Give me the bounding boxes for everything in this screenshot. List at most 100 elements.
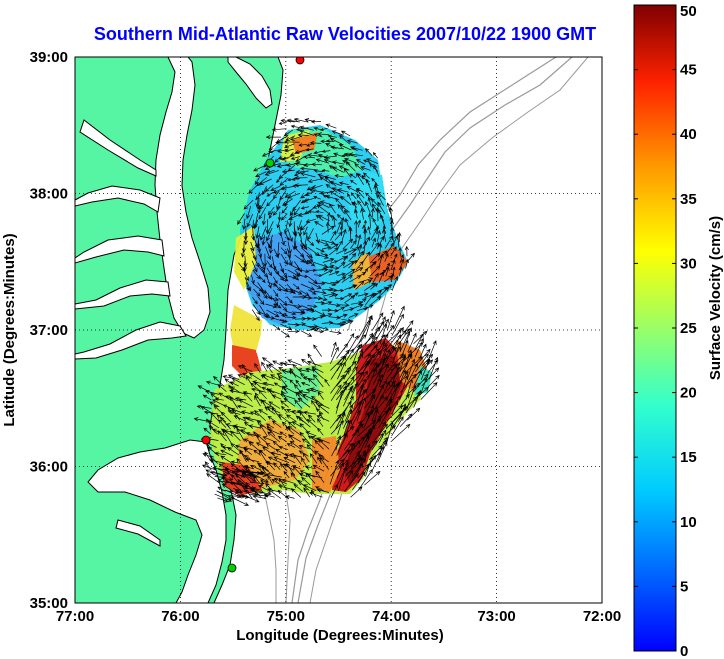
velocity-arrow	[260, 226, 267, 241]
velocity-arrow	[301, 394, 318, 402]
velocity-arrow	[303, 155, 315, 160]
velocity-arrow	[287, 241, 292, 255]
velocity-arrow	[364, 282, 376, 291]
velocity-arrow	[230, 460, 240, 464]
velocity-arrow	[303, 410, 316, 415]
velocity-arrow	[245, 457, 260, 463]
velocity-arrow	[318, 438, 330, 450]
velocity-arrow	[229, 389, 245, 394]
velocity-arrow	[265, 303, 278, 309]
colorbar-tick-label: 20	[680, 385, 697, 402]
velocity-arrow	[264, 184, 274, 193]
velocity-arrow	[273, 289, 279, 298]
velocity-arrow	[204, 389, 220, 395]
velocity-arrow	[206, 473, 220, 484]
bathymetry-contour-3	[309, 57, 589, 603]
velocity-arrow	[325, 221, 330, 233]
velocity-arrow	[399, 353, 407, 372]
velocity-arrow	[372, 384, 384, 408]
velocity-arrow	[376, 229, 381, 242]
velocity-arrow	[258, 389, 267, 400]
velocity-arrow	[358, 243, 363, 257]
velocity-arrow	[321, 149, 331, 153]
velocity-arrow	[298, 473, 308, 478]
velocity-arrow	[371, 177, 378, 185]
velocity-arrow	[200, 405, 213, 414]
velocity-arrow	[271, 394, 282, 400]
velocity-arrow	[266, 267, 272, 277]
velocity-arrow	[350, 409, 361, 429]
velocity-arrow	[294, 183, 308, 188]
velocity-arrow	[336, 220, 342, 234]
velocity-arrow	[271, 406, 282, 421]
velocity-arrow	[287, 304, 303, 309]
velocity-arrow	[196, 404, 212, 409]
velocity-arrow	[328, 270, 340, 276]
velocity-arrow	[379, 269, 387, 275]
velocity-arrow	[391, 416, 404, 437]
velocity-arrow	[317, 404, 330, 414]
velocity-arrow	[370, 260, 376, 269]
velocity-arrow	[385, 345, 394, 364]
velocity-arrow	[382, 228, 387, 242]
velocity-arrow	[310, 436, 324, 443]
velocity-arrow	[245, 489, 253, 499]
velocity-arrow	[356, 172, 364, 185]
velocity-arrow	[391, 400, 398, 415]
velocity-arrow	[234, 470, 248, 475]
velocity-arrow	[307, 260, 316, 267]
velocity-arrow	[349, 246, 361, 256]
velocity-arrow	[342, 268, 356, 278]
velocity-arrow	[377, 318, 389, 338]
velocity-arrow	[280, 213, 288, 221]
velocity-arrow	[314, 315, 325, 320]
velocity-arrow	[396, 233, 401, 248]
velocity-arrow	[391, 275, 399, 291]
velocity-arrow	[316, 204, 329, 214]
velocity-arrow	[371, 394, 384, 415]
velocity-arrow	[333, 152, 344, 158]
velocity-arrow	[300, 172, 316, 178]
velocity-arrow	[360, 166, 371, 171]
velocity-arrow	[278, 297, 288, 306]
velocity-arrow	[273, 382, 282, 388]
velocity-arrow	[325, 194, 338, 200]
velocity-arrow	[258, 485, 269, 491]
y-tick-label: 37:00	[30, 322, 68, 339]
velocity-arrow	[391, 423, 411, 442]
velocity-arrow	[350, 399, 363, 423]
velocity-arrow	[221, 445, 232, 450]
velocity-arrow	[363, 240, 368, 255]
velocity-arrow	[210, 393, 220, 400]
velocity-arrow	[365, 200, 371, 214]
velocity-arrow	[280, 235, 286, 246]
velocity-arrow	[315, 470, 325, 483]
velocity-arrow	[363, 251, 371, 262]
velocity-arrow	[327, 134, 337, 139]
x-axis-label: Longitude (Degrees:Minutes)	[236, 627, 444, 644]
velocity-arrow	[250, 241, 255, 252]
velocity-arrow	[344, 295, 356, 304]
velocity-arrow	[299, 410, 308, 422]
velocity-arrow	[242, 372, 252, 379]
velocity-arrow	[367, 196, 372, 207]
velocity-arrow	[350, 192, 357, 200]
velocity-arrow	[340, 130, 351, 137]
velocity-arrow	[419, 343, 427, 359]
velocity-arrow	[273, 456, 290, 464]
velocity-arrow	[227, 374, 240, 381]
velocity-arrow	[384, 380, 396, 394]
velocity-arrow	[385, 242, 395, 255]
velocity-arrow	[294, 175, 308, 180]
velocity-arrow	[297, 416, 311, 428]
velocity-arrow	[334, 296, 345, 301]
velocity-arrow	[334, 306, 346, 313]
velocity-arrow	[262, 381, 275, 386]
velocity-arrow	[317, 418, 324, 427]
velocity-arrow	[299, 431, 310, 444]
velocity-arrow	[373, 164, 380, 177]
velocity-arrow	[299, 125, 314, 131]
velocity-arrow	[293, 483, 304, 492]
